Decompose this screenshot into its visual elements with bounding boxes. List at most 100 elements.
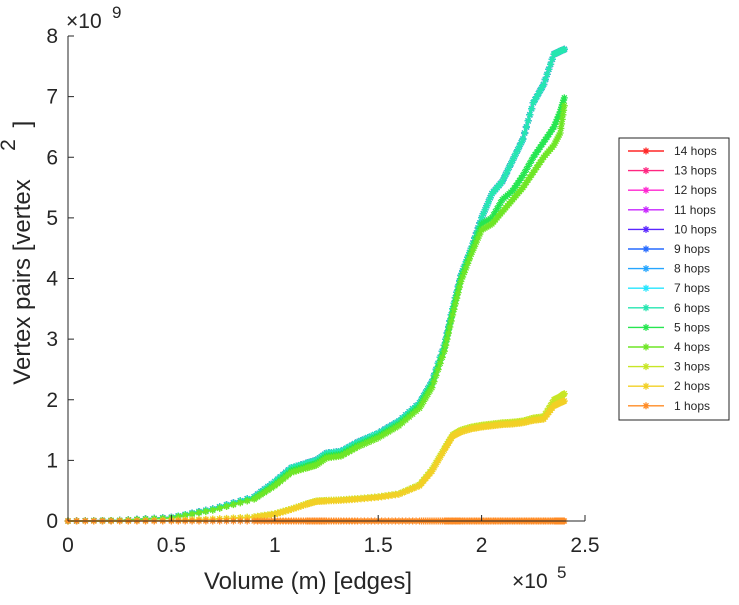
data-point xyxy=(474,234,482,242)
legend-label: 10 hops xyxy=(674,222,717,236)
data-point xyxy=(430,464,438,472)
data-point xyxy=(548,399,556,407)
data-point xyxy=(378,432,386,440)
data-point xyxy=(181,511,189,519)
y-tick-label: 8 xyxy=(46,25,58,48)
data-point xyxy=(285,471,293,479)
legend-marker xyxy=(642,186,650,194)
data-point xyxy=(412,407,420,415)
data-point xyxy=(456,283,464,291)
data-point xyxy=(469,246,477,254)
data-point xyxy=(297,502,305,510)
data-point xyxy=(271,482,279,490)
data-point xyxy=(297,466,305,474)
legend-label: 1 hops xyxy=(674,399,710,413)
data-point xyxy=(476,230,484,238)
legend-item: 7 hops xyxy=(628,281,710,295)
data-point xyxy=(432,372,440,379)
data-point xyxy=(345,448,353,456)
data-point xyxy=(557,105,565,113)
data-point xyxy=(464,259,472,267)
data-point xyxy=(440,347,448,355)
data-point xyxy=(447,317,455,325)
y-tick-label: 4 xyxy=(46,268,58,291)
data-point xyxy=(292,467,300,475)
series-11 xyxy=(64,102,568,525)
legend-label: 14 hops xyxy=(674,144,717,158)
data-point xyxy=(434,457,442,465)
data-point xyxy=(279,508,287,516)
data-point xyxy=(488,214,496,222)
data-point xyxy=(351,445,359,453)
data-point xyxy=(216,504,224,512)
data-point xyxy=(442,444,450,452)
data-point xyxy=(295,466,303,474)
data-point xyxy=(282,507,290,515)
data-point xyxy=(274,510,282,518)
data-point xyxy=(560,390,568,398)
data-point xyxy=(495,202,503,210)
data-point xyxy=(551,120,559,128)
data-point xyxy=(405,486,413,494)
data-point xyxy=(528,156,536,164)
series-13 xyxy=(64,397,568,525)
data-point xyxy=(557,124,565,132)
y-axis-multiplier: ×10 xyxy=(66,10,102,33)
data-point xyxy=(440,446,448,454)
legend-item: 8 hops xyxy=(628,262,710,276)
data-point xyxy=(484,198,492,206)
data-point xyxy=(559,111,567,119)
data-point xyxy=(416,404,424,412)
data-point xyxy=(188,510,196,518)
data-point xyxy=(552,137,560,145)
data-point xyxy=(287,469,295,476)
data-point xyxy=(556,108,564,116)
data-point xyxy=(521,129,529,137)
data-point xyxy=(430,378,438,386)
y-axis-label-close-group: ] xyxy=(9,121,36,128)
data-point xyxy=(507,160,515,168)
data-point xyxy=(560,102,568,110)
data-point xyxy=(500,174,508,182)
data-point xyxy=(340,451,348,459)
y-tick-label: 5 xyxy=(46,207,58,230)
data-point xyxy=(432,460,440,468)
data-point xyxy=(551,139,559,147)
data-point xyxy=(514,146,522,154)
data-point xyxy=(348,446,356,454)
data-point xyxy=(436,359,444,367)
data-point xyxy=(478,214,486,222)
legend-item: 13 hops xyxy=(628,164,717,178)
legend-item: 9 hops xyxy=(628,242,710,256)
data-point xyxy=(342,449,350,457)
legend-item: 4 hops xyxy=(628,340,710,354)
x-tick-label: 2.5 xyxy=(570,534,599,557)
legend-marker xyxy=(642,343,650,351)
data-point xyxy=(299,465,307,473)
data-point xyxy=(274,480,282,488)
data-point xyxy=(385,428,393,436)
data-point xyxy=(510,153,518,161)
y-axis-label-close: ] xyxy=(9,121,36,128)
legend-item: 5 hops xyxy=(628,320,710,334)
data-point xyxy=(428,467,436,475)
data-point xyxy=(526,159,534,167)
x-tick-label: 2 xyxy=(476,534,488,557)
data-point xyxy=(534,90,542,98)
data-point xyxy=(516,142,524,150)
data-point xyxy=(450,305,458,313)
data-point xyxy=(409,410,417,418)
legend-label: 7 hops xyxy=(674,281,710,295)
data-point xyxy=(209,506,217,514)
data-point xyxy=(364,438,372,446)
data-point xyxy=(445,329,453,337)
data-point xyxy=(554,113,562,121)
data-point xyxy=(257,491,265,499)
legend-label: 5 hops xyxy=(674,320,710,334)
legend-label: 9 hops xyxy=(674,242,710,256)
legend-marker xyxy=(642,323,650,331)
legend-marker xyxy=(642,245,650,253)
legend-label: 4 hops xyxy=(674,340,710,354)
data-point xyxy=(395,422,403,430)
